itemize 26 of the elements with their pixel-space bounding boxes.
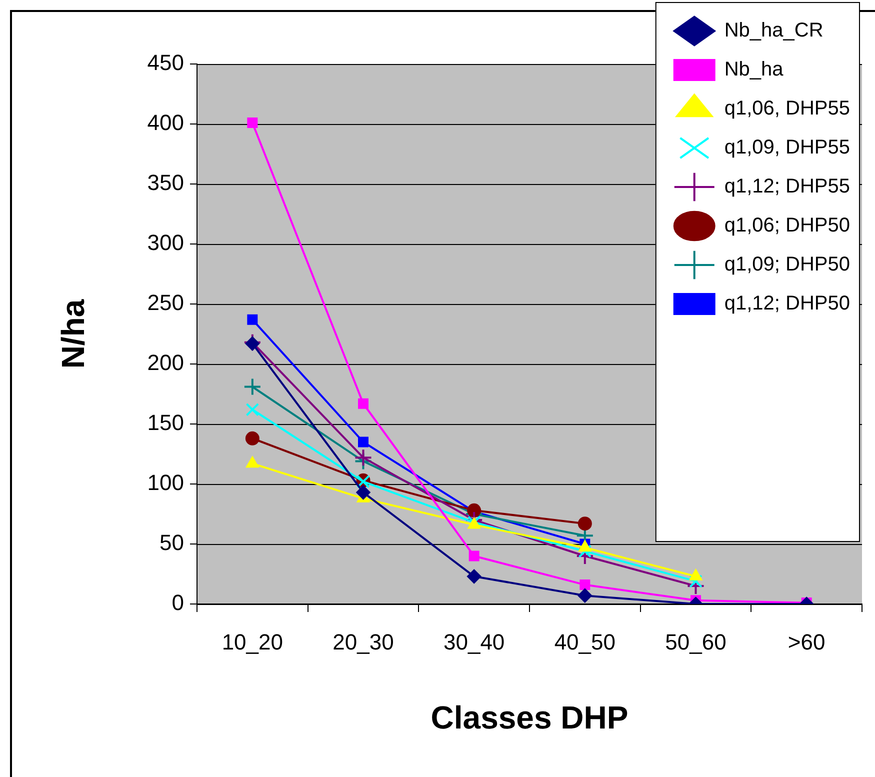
legend-label: q1,09; DHP50 [724, 254, 850, 276]
y-tick-label: 0 [172, 590, 184, 616]
legend-label: q1,06, DHP55 [724, 98, 850, 120]
x-tick-label: 20_30 [332, 629, 394, 654]
y-tick-label: 150 [147, 410, 184, 436]
legend-label: q1,12; DHP50 [724, 292, 850, 315]
y-tick-label: 200 [147, 350, 184, 376]
y-tick-label: 350 [147, 170, 184, 196]
y-tick-label: 300 [147, 230, 184, 256]
legend-label: q1,12; DHP55 [724, 176, 850, 198]
legend-label: Nb_ha_CR [724, 20, 824, 42]
x-tick-label: 30_40 [443, 629, 505, 654]
legend-label: q1,09, DHP55 [724, 136, 850, 159]
y-tick-label: 50 [160, 530, 184, 556]
x-axis-title: Classes DHP [430, 700, 628, 736]
y-axis-title: N/ha [55, 299, 92, 369]
y-tick-label: 250 [147, 290, 184, 316]
x-tick-label: >60 [788, 629, 826, 654]
x-tick-label: 40_50 [554, 629, 616, 654]
y-tick-label: 450 [147, 50, 184, 76]
legend-label: Nb_ha [724, 58, 784, 81]
y-tick-label: 400 [147, 110, 184, 136]
x-tick-label: 50_60 [665, 629, 726, 654]
x-tick-label: 10_20 [222, 629, 284, 654]
y-tick-label: 100 [147, 470, 184, 496]
legend-label: q1,06; DHP50 [724, 214, 850, 237]
